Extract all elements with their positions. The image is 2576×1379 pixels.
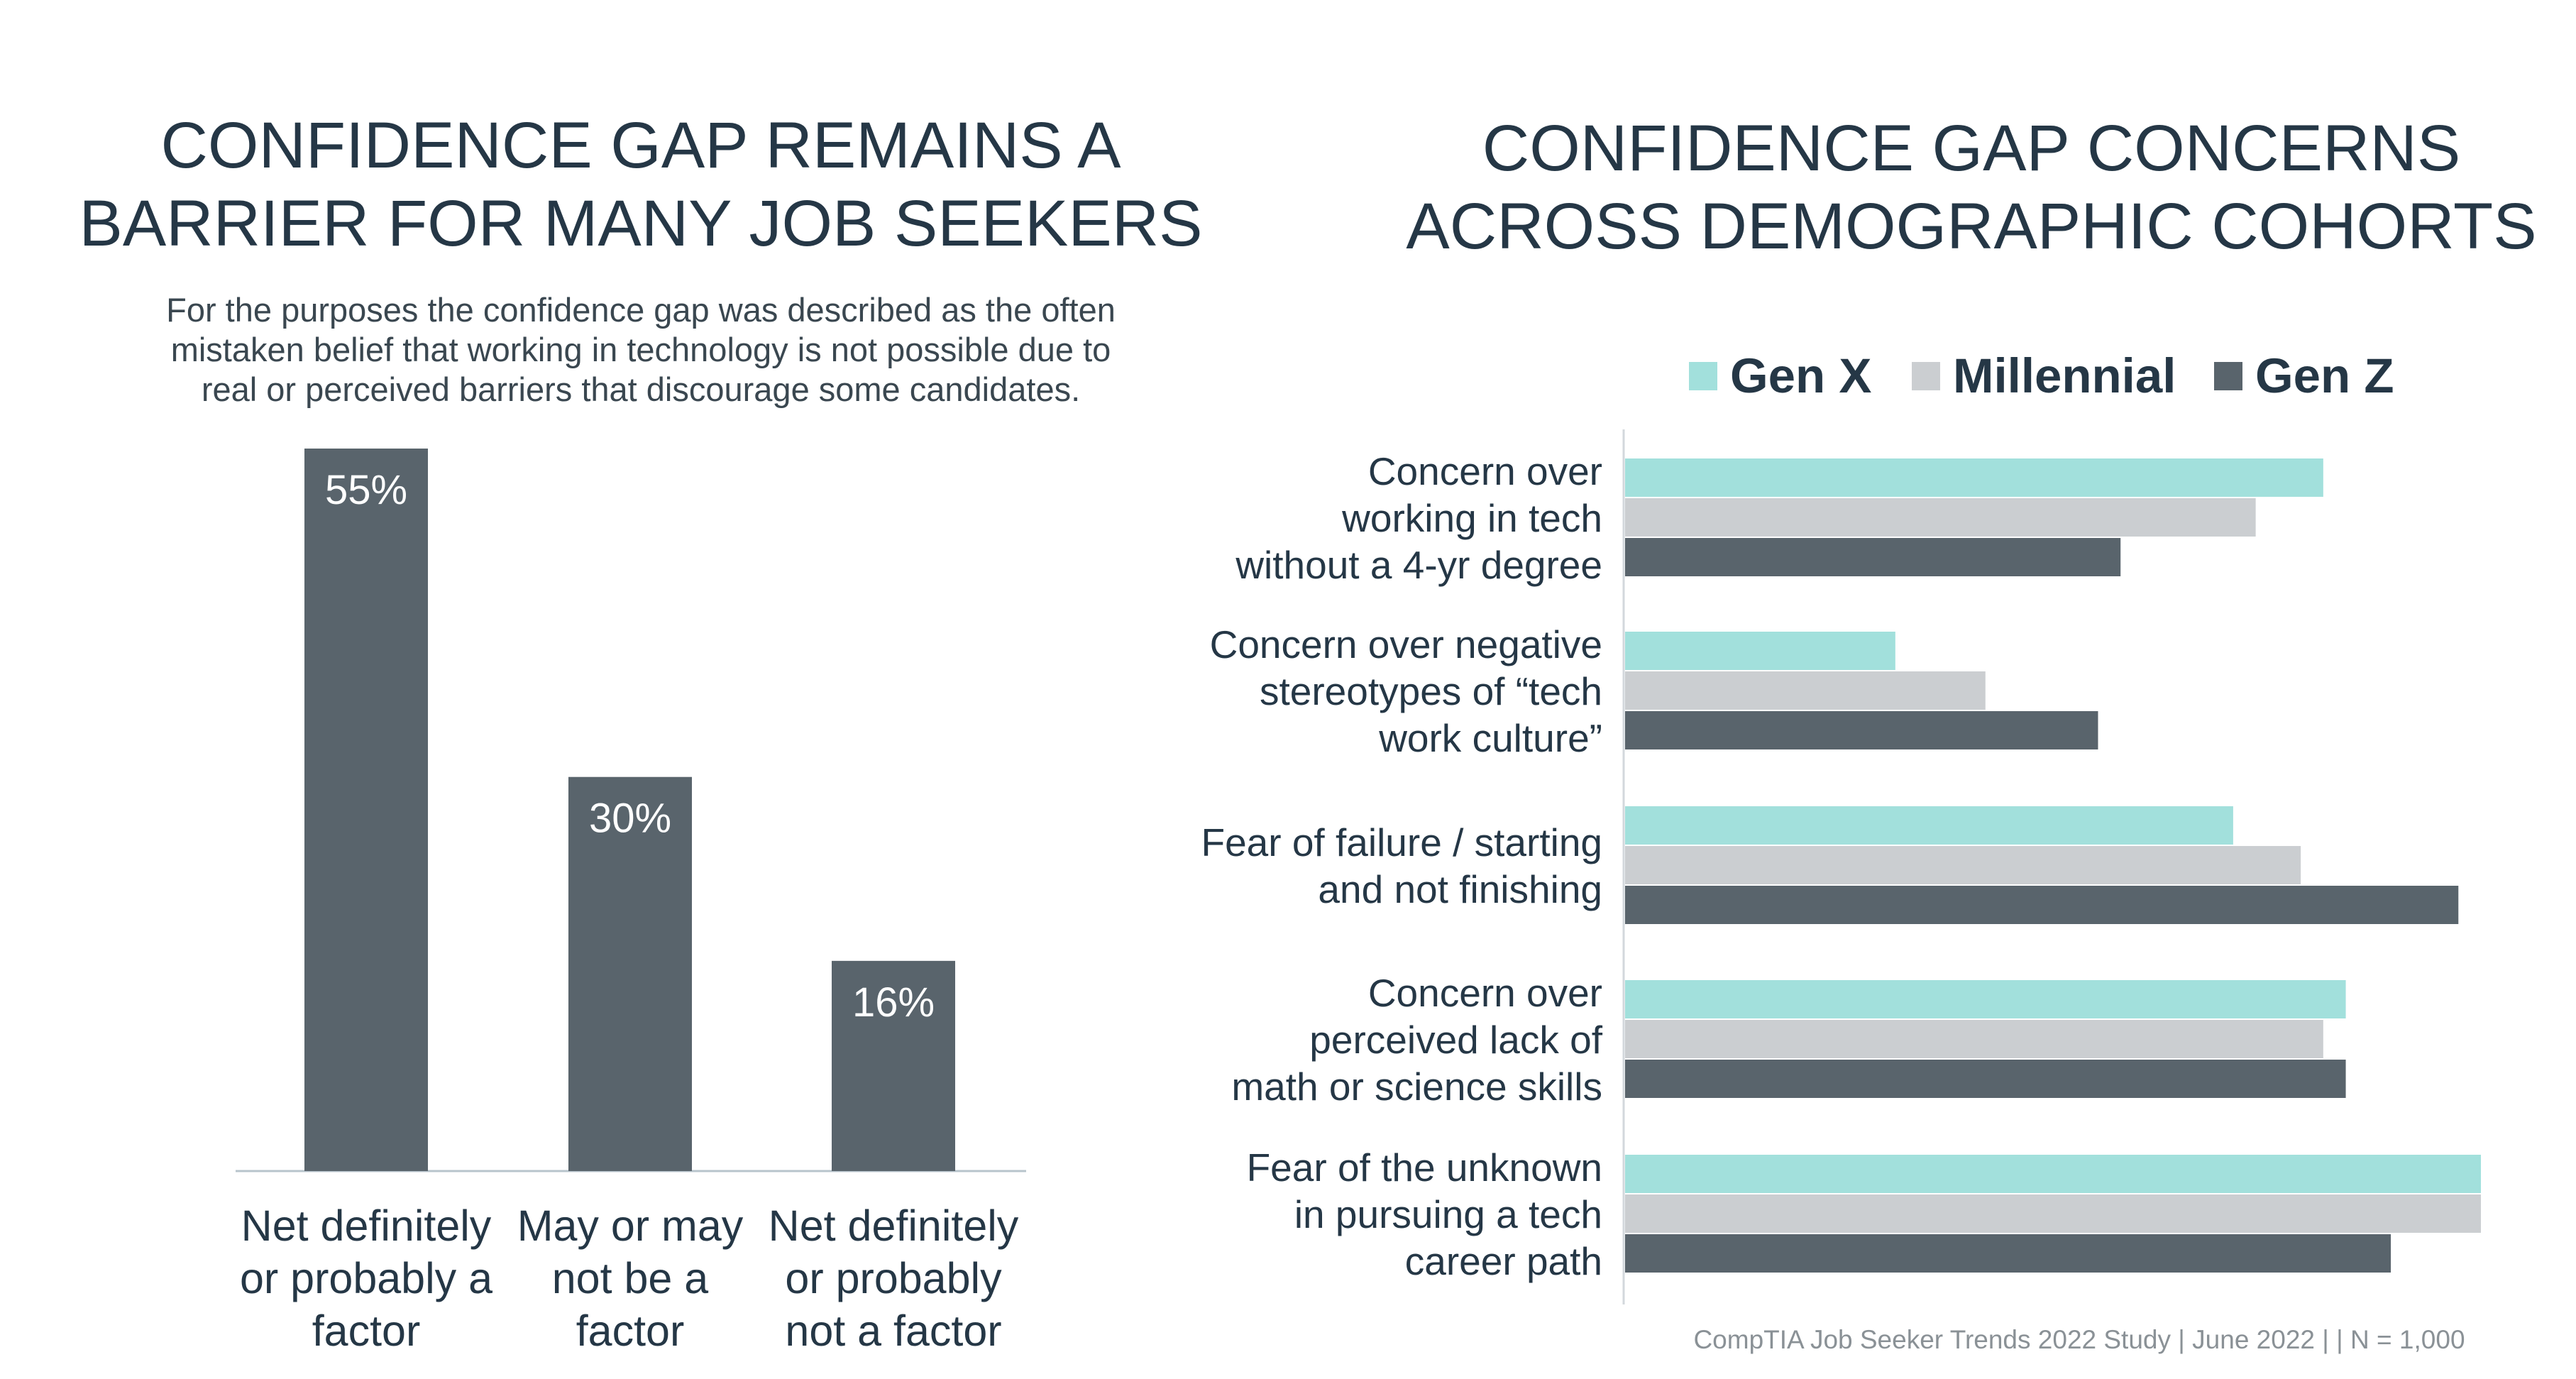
right-chart-bar: [1625, 806, 2233, 845]
right-chart-category-label: Fear of failure / starting: [1201, 820, 1602, 864]
right-chart-category-label: perceived lack of: [1309, 1018, 1602, 1062]
left-chart-data-label: 16%: [852, 979, 935, 1026]
right-chart-bar: [1625, 1060, 2346, 1098]
legend-label: Gen X: [1730, 348, 1871, 403]
left-chart-category-label: not a factor: [785, 1307, 1001, 1355]
left-chart-category-label: May or may: [517, 1202, 744, 1250]
right-chart-bar: [1625, 1020, 2323, 1058]
legend-swatch: [1689, 362, 1717, 390]
right-chart-bar: [1625, 458, 2323, 497]
left-chart-title-line-2: BARRIER FOR MANY JOB SEEKERS: [79, 187, 1202, 260]
left-chart-subtitle-line-3: real or perceived barriers that discoura…: [202, 370, 1080, 408]
right-chart-bar: [1625, 498, 2256, 537]
right-chart-category-label: Concern over negative: [1210, 622, 1602, 666]
right-chart-category-label: stereotypes of “tech: [1260, 669, 1602, 713]
right-chart-bar: [1625, 1234, 2391, 1273]
right-chart-bar: [1625, 671, 1986, 710]
right-chart-category-label: without a 4-yr degree: [1235, 543, 1602, 587]
footer-source: CompTIA Job Seeker Trends 2022 Study | J…: [1693, 1325, 2465, 1354]
right-chart-bar: [1625, 632, 1895, 670]
left-chart-bar: [304, 449, 428, 1171]
right-chart-bar: [1625, 538, 2121, 576]
left-chart-title-line-1: CONFIDENCE GAP REMAINS A: [160, 109, 1121, 182]
right-chart-bar: [1625, 980, 2346, 1018]
right-chart-category-label: work culture”: [1378, 716, 1602, 760]
legend-label: Gen Z: [2255, 348, 2394, 403]
left-chart-category-label: or probably: [785, 1254, 1002, 1302]
legend-swatch: [1912, 362, 1940, 390]
right-chart-bar: [1625, 1194, 2481, 1233]
left-chart-category-label: not be a: [552, 1254, 709, 1302]
left-chart-category-label: Net definitely: [769, 1202, 1019, 1250]
right-chart-bar: [1625, 711, 2098, 749]
right-chart-bar: [1625, 886, 2459, 924]
right-chart-category-label: Fear of the unknown: [1247, 1145, 1602, 1190]
right-chart-bar: [1625, 1155, 2481, 1193]
left-chart-subtitle-line-2: mistaken belief that working in technolo…: [171, 331, 1111, 368]
left-chart-data-label: 55%: [325, 467, 407, 513]
left-chart-bar: [832, 960, 955, 1171]
right-chart-title-line-2: ACROSS DEMOGRAPHIC COHORTS: [1406, 190, 2536, 263]
left-chart-category-label: Net definitely: [241, 1202, 492, 1250]
left-chart-category-label: or probably a: [240, 1254, 492, 1302]
right-chart-category-label: in pursuing a tech: [1294, 1192, 1602, 1236]
right-chart-category-label: career path: [1405, 1239, 1602, 1283]
right-chart-category-label: math or science skills: [1231, 1065, 1602, 1109]
left-chart-data-label: 30%: [589, 796, 671, 842]
legend-label: Millennial: [1953, 348, 2176, 403]
left-chart-bar: [568, 776, 692, 1171]
right-chart-category-label: and not finishing: [1318, 867, 1602, 911]
right-chart-category-label: working in tech: [1341, 496, 1602, 540]
left-chart-category-label: factor: [312, 1307, 421, 1355]
left-chart-category-label: factor: [576, 1307, 685, 1355]
right-chart-title-line-1: CONFIDENCE GAP CONCERNS: [1482, 112, 2460, 185]
right-chart-category-label: Concern over: [1368, 971, 1602, 1015]
legend-swatch: [2214, 362, 2242, 390]
left-chart-subtitle-line-1: For the purposes the confidence gap was …: [166, 291, 1116, 329]
right-chart-category-label: Concern over: [1368, 449, 1602, 493]
right-chart-bar: [1625, 846, 2301, 884]
